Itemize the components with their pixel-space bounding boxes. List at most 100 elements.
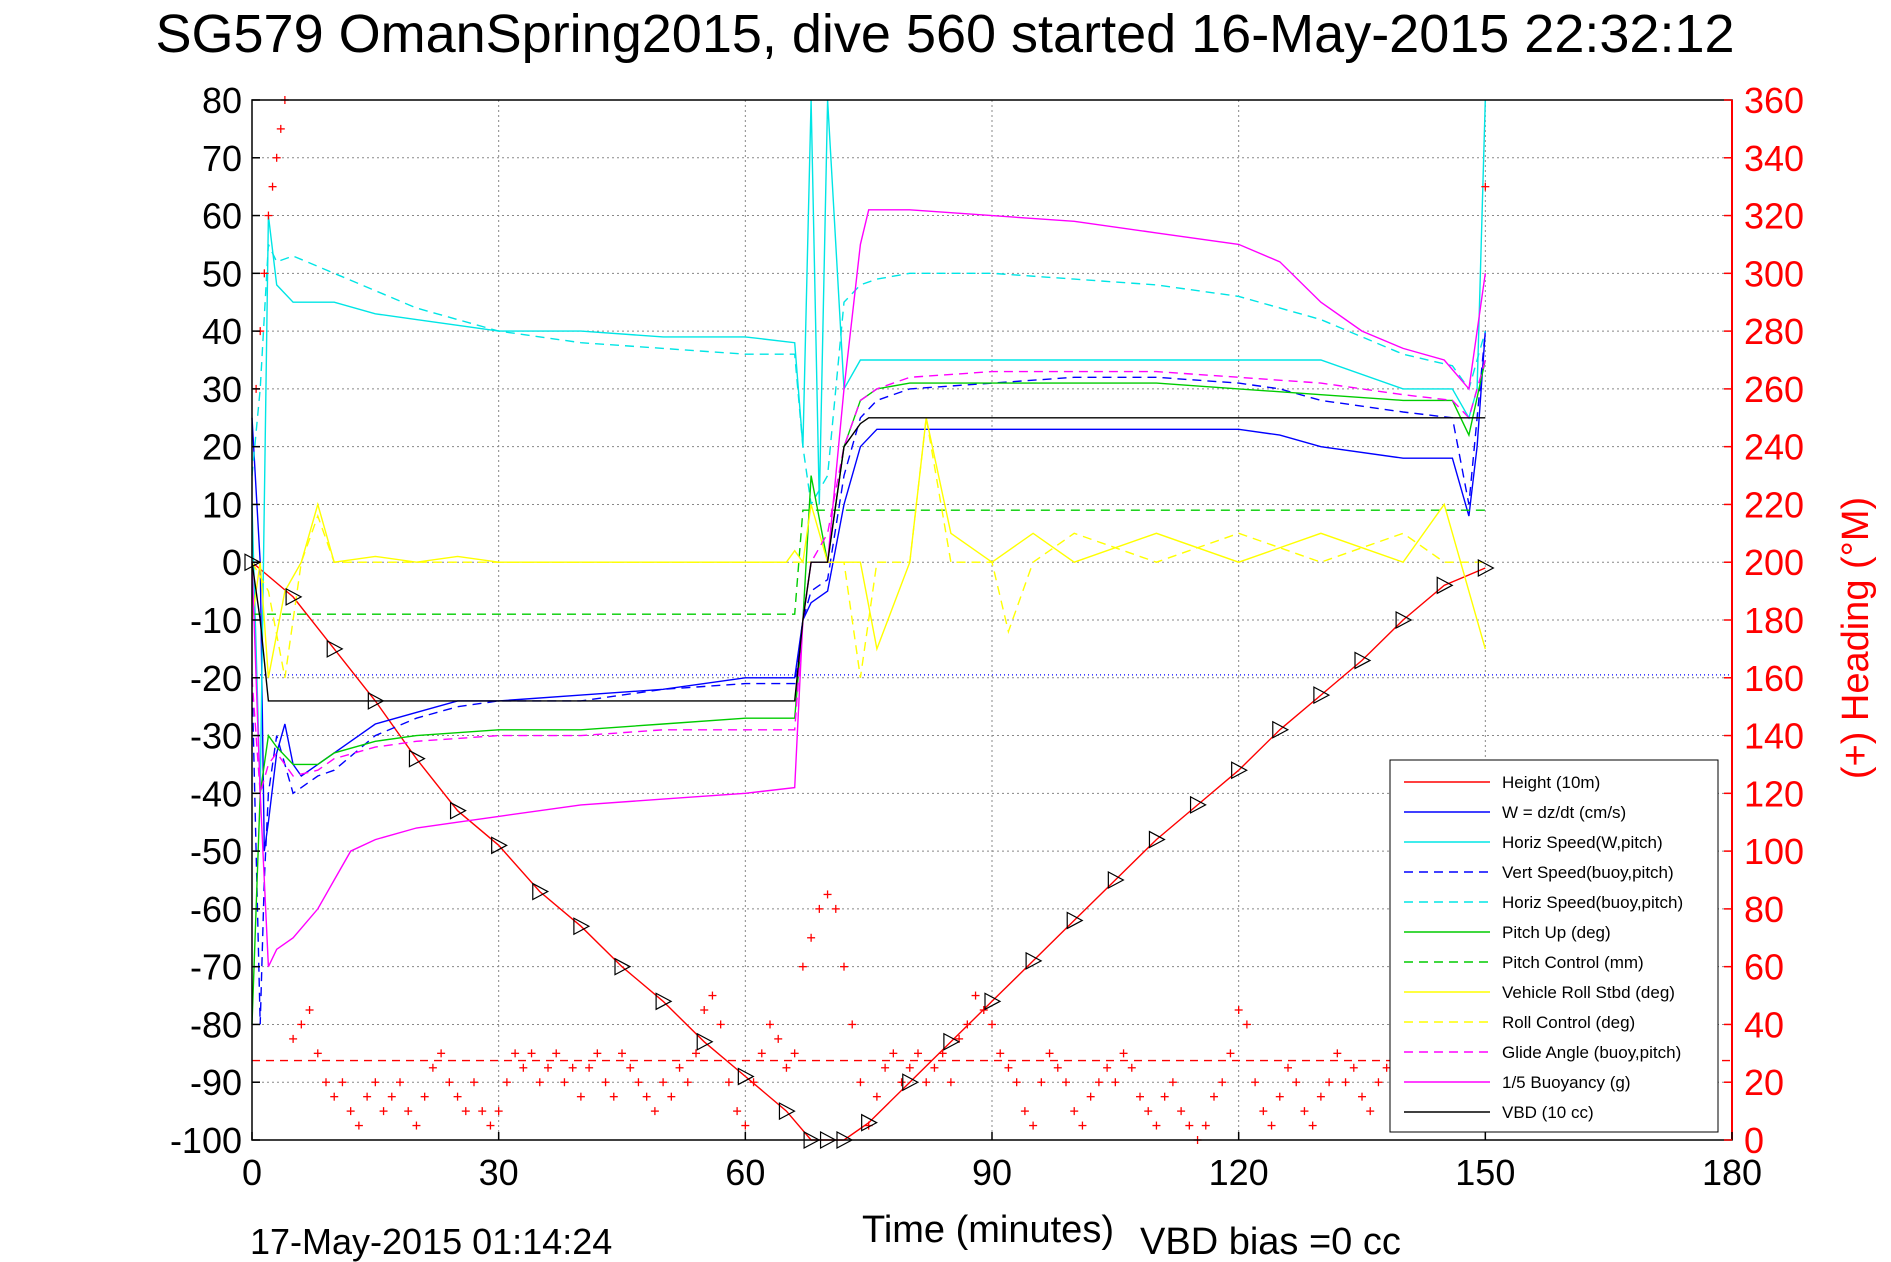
heading-point xyxy=(276,124,285,133)
sample-triangle xyxy=(1436,576,1454,595)
heading-point xyxy=(519,1063,528,1072)
heading-point xyxy=(527,1049,536,1058)
heading-point xyxy=(535,1078,544,1087)
y2-tick-label: 300 xyxy=(1744,253,1804,294)
heading-point xyxy=(322,1078,330,1087)
heading-point xyxy=(840,962,848,971)
heading-point xyxy=(1012,1078,1021,1087)
heading-point xyxy=(1111,1078,1120,1087)
heading-point xyxy=(938,1049,947,1058)
x-tick-label: 120 xyxy=(1209,1152,1269,1193)
y-tick-label: 60 xyxy=(202,196,242,237)
y2-tick-label: 20 xyxy=(1744,1062,1784,1103)
heading-point xyxy=(914,1049,922,1058)
y2-tick-label: 260 xyxy=(1744,369,1804,410)
legend-entry: Roll Control (deg) xyxy=(1502,1013,1635,1032)
heading-point xyxy=(1251,1078,1260,1087)
y-tick-label: 40 xyxy=(202,311,242,352)
heading-point xyxy=(412,1121,421,1130)
y-tick-label: -100 xyxy=(170,1120,242,1161)
heading-point xyxy=(552,1049,561,1058)
y2-tick-label: 80 xyxy=(1744,889,1784,930)
legend-entry: W = dz/dt (cm/s) xyxy=(1502,803,1626,822)
heading-point xyxy=(502,1078,511,1087)
y-tick-label: -60 xyxy=(190,889,242,930)
heading-point xyxy=(576,1092,585,1101)
heading-point xyxy=(1078,1121,1087,1130)
heading-point xyxy=(1481,182,1490,191)
heading-point xyxy=(659,1078,668,1087)
y-tick-label: 80 xyxy=(202,80,242,121)
x-tick-label: 30 xyxy=(479,1152,519,1193)
y-tick-label: 20 xyxy=(202,427,242,468)
heading-point xyxy=(667,1092,676,1101)
heading-point xyxy=(1374,1078,1383,1087)
heading-point xyxy=(1333,1049,1342,1058)
heading-point xyxy=(1259,1107,1268,1116)
heading-point xyxy=(268,182,277,191)
legend-entry: Horiz Speed(buoy,pitch) xyxy=(1502,893,1683,912)
sample-triangle xyxy=(1477,559,1495,577)
sample-triangle xyxy=(1107,871,1125,889)
heading-point xyxy=(1152,1121,1161,1130)
heading-point xyxy=(1029,1121,1038,1130)
heading-point xyxy=(297,1020,306,1029)
y2-tick-label: 220 xyxy=(1744,484,1804,525)
heading-point xyxy=(371,1078,380,1087)
heading-point xyxy=(585,1063,594,1072)
sample-triangle xyxy=(737,1067,755,1086)
heading-point xyxy=(1349,1063,1358,1072)
heading-point xyxy=(494,1107,503,1116)
y-tick-label: 50 xyxy=(202,253,242,294)
y2-tick-label: 100 xyxy=(1744,831,1804,872)
heading-point xyxy=(272,153,281,162)
heading-point xyxy=(782,1063,791,1072)
y-tick-label: 70 xyxy=(202,138,242,179)
legend: Height (10m) W = dz/dt (cm/s) Horiz Speed(… xyxy=(1389,759,1719,1133)
x-tick-label: 60 xyxy=(725,1152,765,1193)
heading-point xyxy=(445,1078,454,1087)
heading-point xyxy=(683,1078,692,1087)
y-tick-label: -70 xyxy=(190,947,242,988)
heading-point xyxy=(1292,1078,1301,1087)
heading-point xyxy=(396,1078,404,1087)
series-line xyxy=(251,331,1486,1025)
series-line xyxy=(251,244,1486,507)
heading-point xyxy=(1308,1121,1317,1130)
heading-point xyxy=(1160,1092,1169,1101)
y2-tick-label: 60 xyxy=(1744,947,1784,988)
heading-point xyxy=(1127,1063,1136,1072)
series-line xyxy=(251,417,1486,702)
chart-title: SG579 OmanSpring2015, dive 560 started 1… xyxy=(155,4,1734,64)
heading-point xyxy=(1168,1078,1177,1087)
series-line xyxy=(251,359,1486,1025)
heading-point xyxy=(1070,1107,1079,1116)
legend-entry: Pitch Up (deg) xyxy=(1502,923,1611,942)
heading-point xyxy=(798,962,807,971)
sample-triangle xyxy=(491,836,508,855)
sample-triangle xyxy=(655,992,673,1011)
x-axis-ticks: 0 30 60 90 120 150 180 xyxy=(242,1132,1762,1193)
heading-point xyxy=(749,1078,758,1087)
heading-point xyxy=(1358,1092,1366,1101)
heading-point xyxy=(511,1049,520,1058)
heading-point xyxy=(946,1078,955,1087)
y2-tick-label: 200 xyxy=(1744,542,1804,583)
heading-point xyxy=(708,991,717,1000)
heading-point xyxy=(971,991,980,1000)
y-tick-label: -20 xyxy=(190,658,242,699)
sample-triangle xyxy=(1313,686,1331,705)
y2-tick-label: 360 xyxy=(1744,80,1804,121)
heading-point xyxy=(831,904,840,913)
heading-point xyxy=(807,933,816,942)
heading-point xyxy=(1341,1078,1350,1087)
heading-point xyxy=(823,890,832,899)
heading-point xyxy=(387,1092,396,1101)
heading-point xyxy=(979,1006,988,1014)
heading-point xyxy=(1177,1107,1186,1116)
heading-point xyxy=(1119,1049,1128,1058)
legend-entry: 1/5 Buoyancy (g) xyxy=(1502,1073,1631,1092)
y-tick-label: 0 xyxy=(222,542,242,583)
sample-triangle xyxy=(943,1032,961,1051)
sample-triangle xyxy=(367,691,385,710)
